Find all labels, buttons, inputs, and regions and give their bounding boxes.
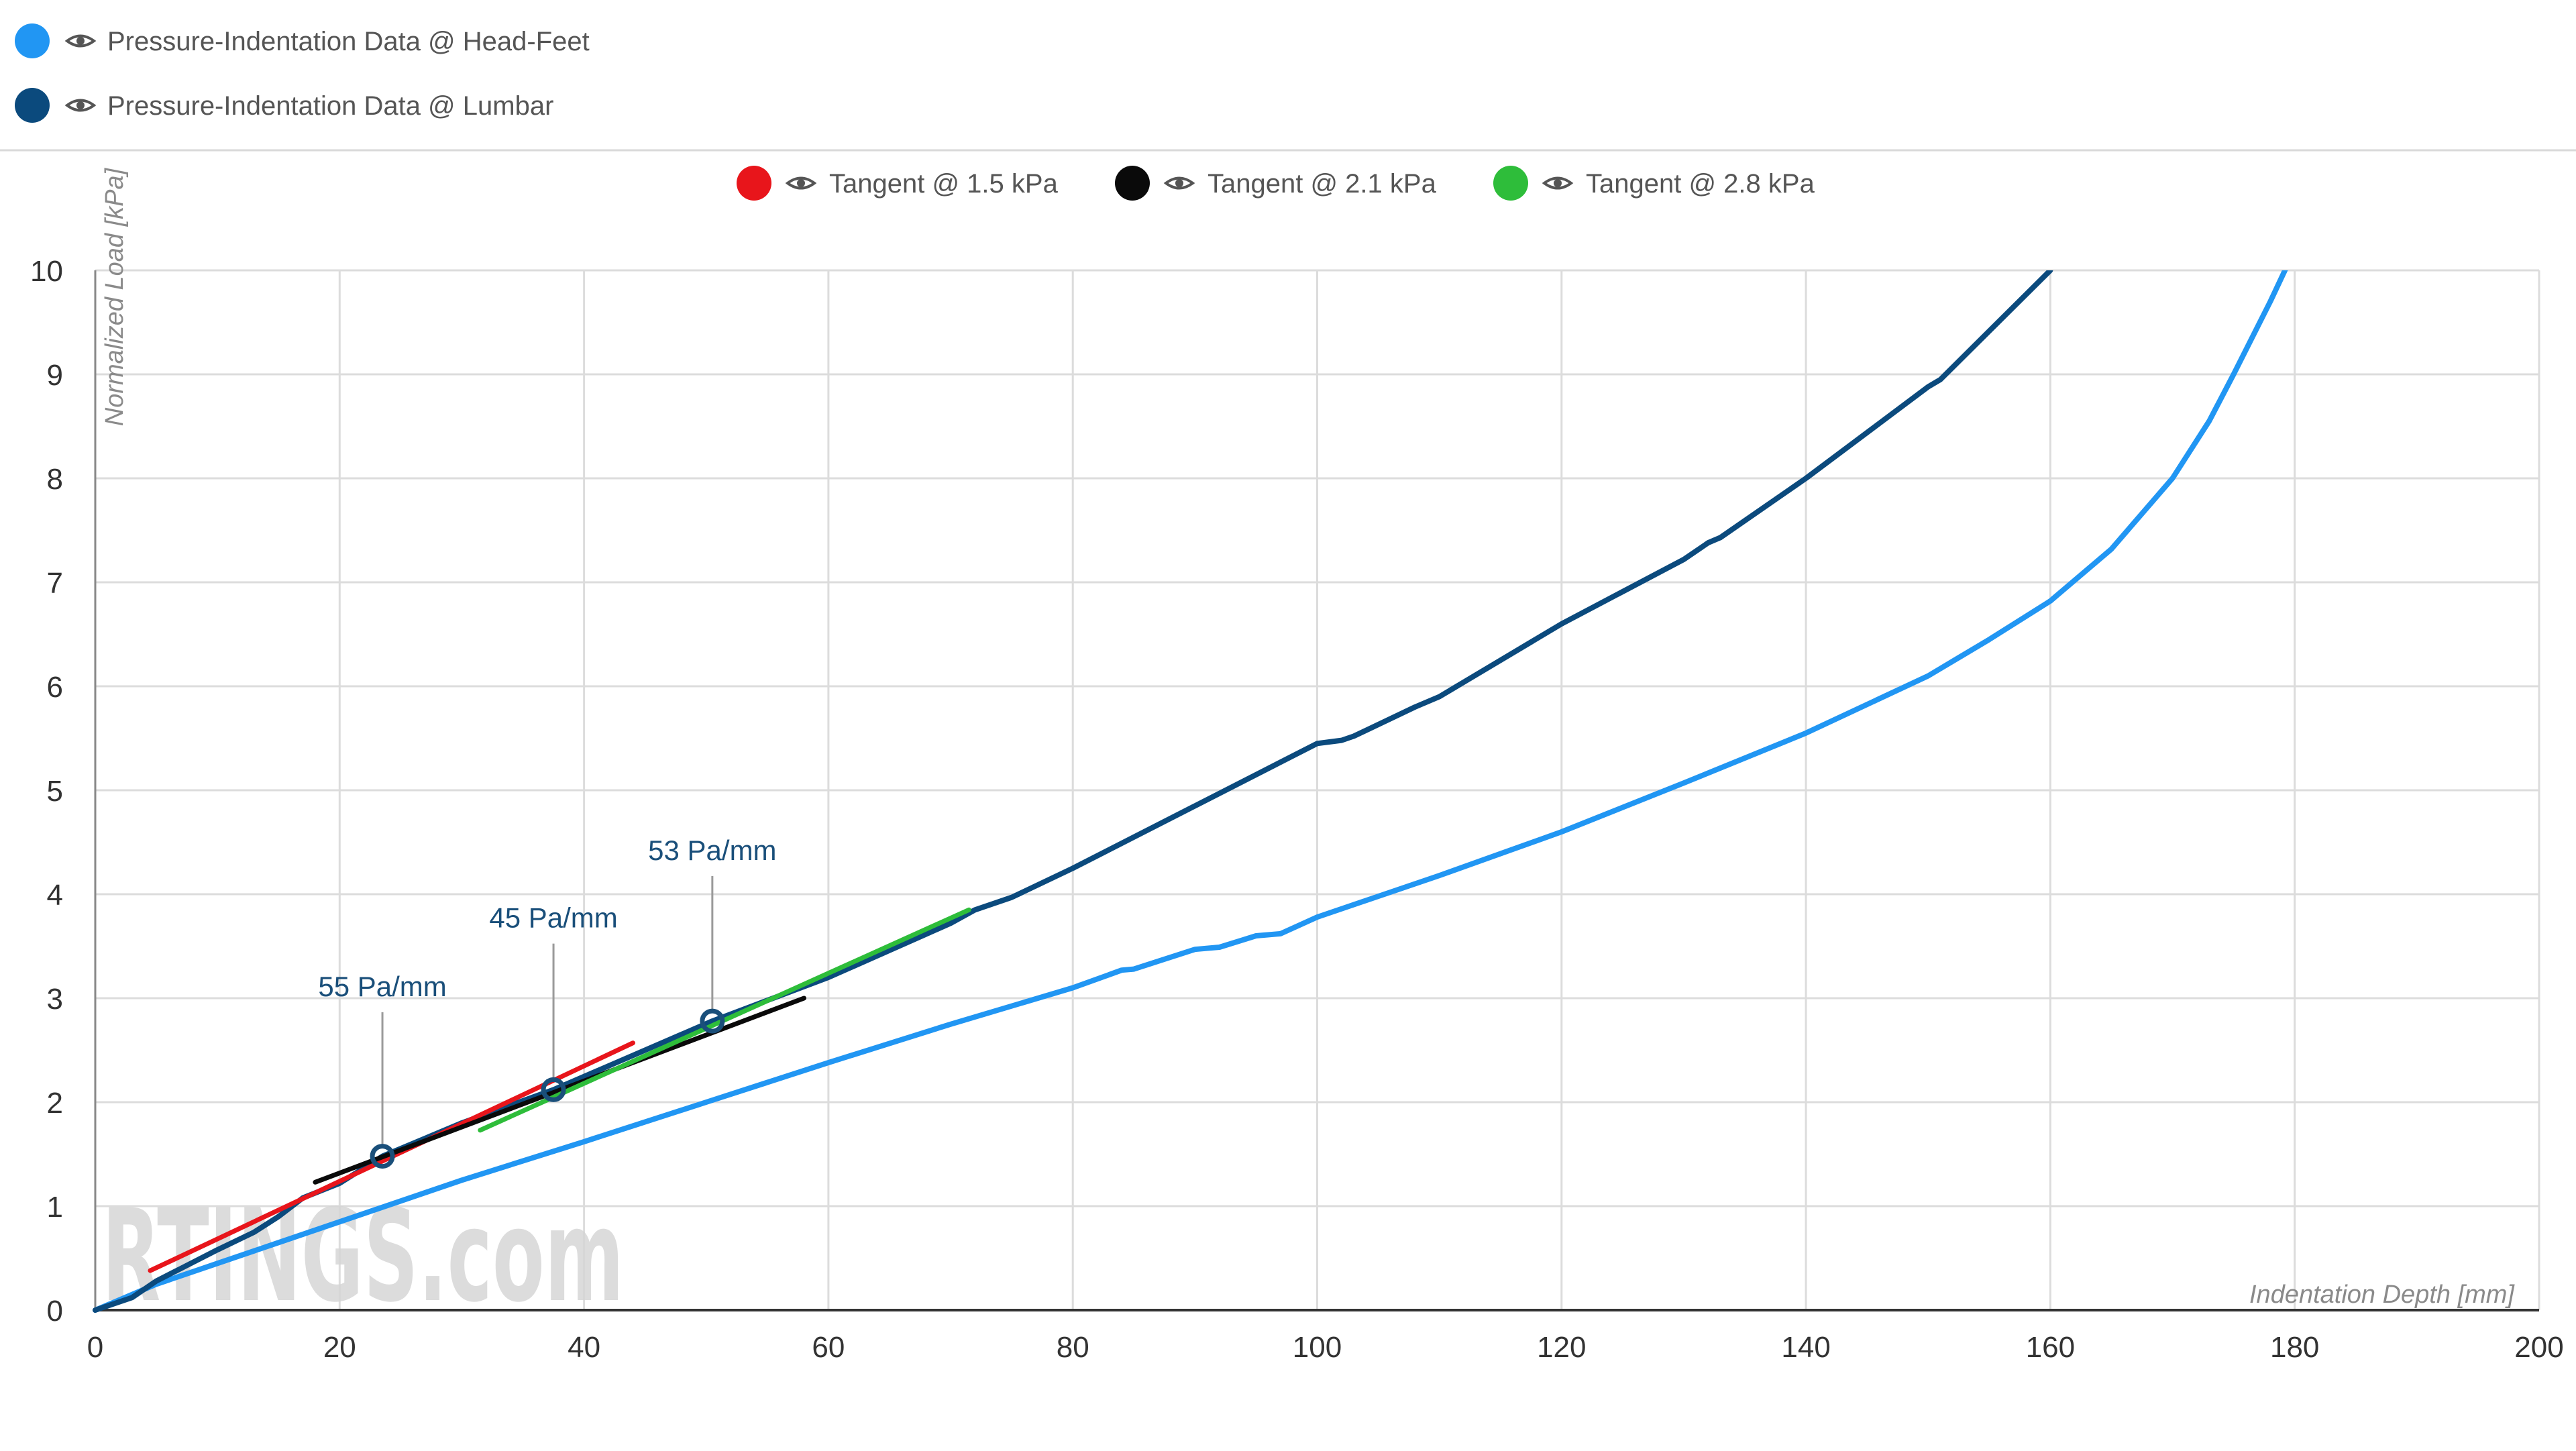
eye-icon[interactable] <box>1542 176 1574 190</box>
y-tick-label: 10 <box>30 255 63 288</box>
slope-annotation-label: 55 Pa/mm <box>318 971 446 1002</box>
x-tick-label: 100 <box>1293 1331 1342 1364</box>
slope-annotation-label: 53 Pa/mm <box>648 835 776 866</box>
tangent-point-marker[interactable] <box>541 1077 566 1102</box>
legend-label-lumbar: Pressure-Indentation Data @ Lumbar <box>107 91 553 121</box>
legend-marker-tangent-1-5 <box>737 166 771 201</box>
grid <box>95 269 2540 1310</box>
legend-marker-head-feet <box>15 23 50 58</box>
legend-marker-tangent-2-1 <box>1115 166 1150 201</box>
x-tick-label: 20 <box>323 1331 356 1364</box>
legend-marker-lumbar <box>15 88 50 123</box>
legend-tangents: Tangent @ 1.5 kPa Tangent @ 2.1 kPa Tang… <box>737 166 1815 201</box>
y-tick-label: 8 <box>47 463 63 496</box>
legend-label-tangent-2-8: Tangent @ 2.8 kPa <box>1586 169 1815 199</box>
series <box>93 270 2288 1313</box>
legend-item-head-feet[interactable]: Pressure-Indentation Data @ Head-Feet <box>15 23 590 58</box>
legend-label-head-feet: Pressure-Indentation Data @ Head-Feet <box>107 27 590 56</box>
legend-item-tangent-1-5[interactable]: Tangent @ 1.5 kPa <box>737 166 1059 201</box>
x-tick-label: 140 <box>1781 1331 1830 1364</box>
legend-item-lumbar[interactable]: Pressure-Indentation Data @ Lumbar <box>15 88 553 123</box>
x-tick-label: 40 <box>568 1331 600 1364</box>
annotations: 55 Pa/mm 45 Pa/mm 53 Pa/mm <box>318 835 777 1169</box>
series-line-lumbar <box>93 270 2053 1313</box>
y-tick-label: 7 <box>47 567 63 600</box>
x-tick-label: 60 <box>812 1331 845 1364</box>
eye-icon[interactable] <box>1163 176 1195 190</box>
x-tick-label: 160 <box>2026 1331 2075 1364</box>
series-line-head-feet <box>93 270 2288 1313</box>
tangent-line-2-1 <box>313 996 806 1185</box>
watermark: RTINGS.com <box>102 1182 624 1330</box>
x-tick-label: 0 <box>87 1331 103 1364</box>
y-tick-label: 2 <box>47 1087 63 1120</box>
tangent-point-marker[interactable] <box>370 1144 395 1169</box>
legend-top: Pressure-Indentation Data @ Head-Feet Pr… <box>15 23 590 123</box>
legend-item-tangent-2-8[interactable]: Tangent @ 2.8 kPa <box>1493 166 1815 201</box>
legend-label-tangent-2-1: Tangent @ 2.1 kPa <box>1208 169 1437 199</box>
tangent-point-marker[interactable] <box>700 1008 725 1034</box>
eye-icon[interactable] <box>64 34 97 48</box>
legend-marker-tangent-2-8 <box>1493 166 1528 201</box>
legend-label-tangent-1-5: Tangent @ 1.5 kPa <box>829 169 1059 199</box>
eye-icon[interactable] <box>785 176 817 190</box>
y-tick-label: 3 <box>47 983 63 1016</box>
x-axis-title: Indentation Depth [mm] <box>2249 1281 2515 1309</box>
x-tick-label: 200 <box>2514 1331 2563 1364</box>
y-tick-label: 4 <box>47 879 63 912</box>
y-tick-label: 1 <box>47 1191 63 1224</box>
y-tick-label: 5 <box>47 775 63 808</box>
x-tick-label: 80 <box>1057 1331 1089 1364</box>
eye-icon[interactable] <box>64 99 97 112</box>
y-axis-title: Normalized Load [kPa] <box>101 167 129 426</box>
y-tick-label: 9 <box>47 359 63 392</box>
x-tick-label: 120 <box>1537 1331 1586 1364</box>
axes: 0 20 40 60 80 100 120 140 160 180 200 0 1 2 3 4 5 6 7 8 9 10 <box>30 255 2564 1364</box>
legend-item-tangent-2-1[interactable]: Tangent @ 2.1 kPa <box>1115 166 1437 201</box>
x-tick-label: 180 <box>2270 1331 2319 1364</box>
y-tick-label: 0 <box>47 1295 63 1328</box>
y-tick-label: 6 <box>47 671 63 704</box>
slope-annotation-label: 45 Pa/mm <box>489 902 617 934</box>
